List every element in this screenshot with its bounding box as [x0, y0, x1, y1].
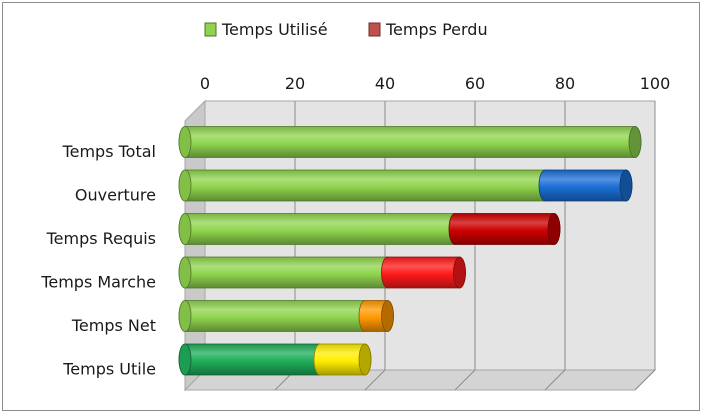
category-label-ouverture: Ouverture	[75, 186, 156, 205]
floor-gridline	[454, 369, 476, 391]
bars	[178, 126, 642, 376]
x-tick-label: 60	[465, 74, 485, 93]
bar-segment-temps-utilise	[178, 126, 642, 158]
bar-start-cap	[178, 256, 192, 289]
x-tick-label: 0	[200, 74, 210, 93]
bar-start-cap	[178, 343, 192, 376]
x-axis-ticks: 0 20 40 60 80 100	[200, 74, 670, 93]
bar-segment-temps-utilise	[178, 213, 462, 245]
category-label-temps-marche: Temps Marche	[40, 273, 156, 292]
legend-label: Temps Perdu	[385, 20, 488, 39]
bar-end-cap	[358, 343, 372, 376]
bar-ouverture	[178, 169, 633, 202]
bar-start-cap	[178, 169, 192, 202]
legend: Temps Utilisé Temps Perdu	[204, 20, 488, 39]
bar-temps-utile	[178, 343, 372, 376]
legend-entry-temps-perdu: Temps Perdu	[368, 20, 488, 39]
bar-segment-temps-perdu	[381, 256, 466, 289]
bar-end-cap	[381, 300, 394, 332]
bar-end-cap	[547, 213, 561, 245]
x-tick-label: 100	[640, 74, 671, 93]
floor-gridline	[364, 369, 386, 391]
bar-temps-total	[178, 126, 642, 158]
category-label-temps-utile: Temps Utile	[62, 360, 156, 379]
legend-entry-temps-utilise: Temps Utilisé	[204, 20, 328, 39]
bar-segment-temps-perdu	[538, 169, 633, 202]
legend-swatch	[204, 22, 217, 37]
bar-end-cap	[628, 126, 642, 158]
bar-segment-temps-perdu	[448, 213, 561, 245]
bar-start-cap	[178, 300, 192, 332]
x-tick-label: 80	[555, 74, 575, 93]
bar-segment-temps-utilise	[178, 343, 327, 376]
bar-start-cap	[178, 126, 192, 158]
category-label-temps-net: Temps Net	[71, 316, 156, 335]
bar-start-cap	[178, 213, 192, 245]
legend-swatch	[368, 22, 381, 37]
bar-segment-temps-utilise	[178, 256, 394, 289]
category-label-temps-total: Temps Total	[62, 142, 156, 161]
x-tick-label: 20	[285, 74, 305, 93]
legend-label: Temps Utilisé	[221, 20, 328, 39]
floor-gridline	[634, 369, 656, 391]
bar-segment-temps-utilise	[178, 169, 552, 202]
bar-temps-marche	[178, 256, 466, 289]
bar-temps-requis	[178, 213, 561, 245]
bar-temps-net	[178, 300, 394, 332]
bar-end-cap	[453, 256, 466, 289]
bar-end-cap	[619, 169, 633, 202]
category-labels: Temps Total Ouverture Temps Requis Temps Ma…	[40, 142, 156, 379]
category-label-temps-requis: Temps Requis	[46, 229, 156, 248]
floor-gridline	[544, 369, 566, 391]
x-tick-label: 40	[375, 74, 395, 93]
bar-segment-temps-utilise	[178, 300, 372, 332]
